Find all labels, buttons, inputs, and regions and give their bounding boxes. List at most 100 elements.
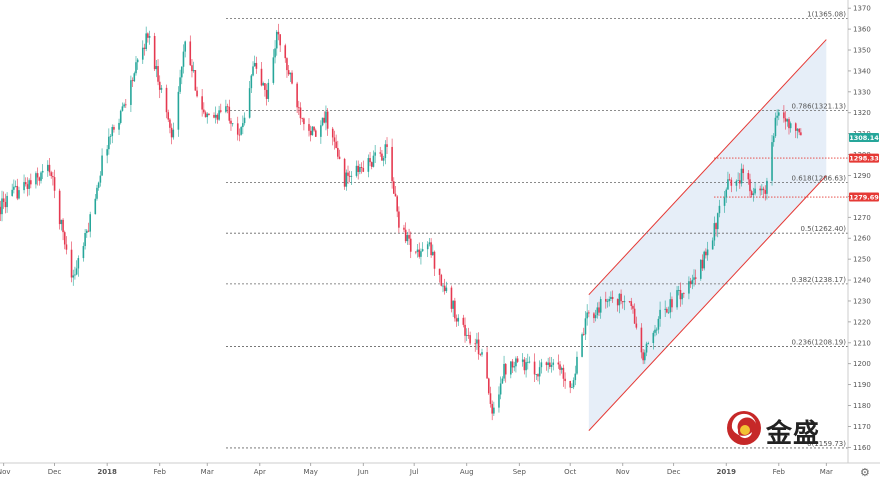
candle-body xyxy=(467,334,470,336)
candle-body xyxy=(303,118,305,125)
candle-body xyxy=(677,290,680,291)
candle-body xyxy=(155,66,158,70)
candle-body xyxy=(521,359,524,362)
candle-body xyxy=(272,57,275,83)
candle-body xyxy=(761,188,763,191)
candle-body xyxy=(464,324,466,336)
candle-body xyxy=(511,361,514,368)
candle-body xyxy=(415,251,417,253)
settings-gear-icon[interactable]: ⚙ xyxy=(860,467,870,479)
candle-body xyxy=(216,114,219,120)
candle-body xyxy=(201,96,203,110)
candle-body xyxy=(730,179,733,186)
x-tick-label: Aug xyxy=(460,468,474,476)
y-tick-label: 1220 xyxy=(853,318,871,326)
candle-body xyxy=(111,127,114,137)
candle-body xyxy=(588,312,590,314)
candle-body xyxy=(671,299,673,308)
y-tick-label: 1250 xyxy=(853,256,871,264)
candle-body xyxy=(450,287,453,309)
candle-body xyxy=(262,83,264,86)
candle-body xyxy=(683,293,685,295)
candle-body xyxy=(355,165,358,176)
candle-body xyxy=(735,180,738,186)
fib-level-label: 1(1365.08) xyxy=(807,10,846,18)
candle-body xyxy=(314,130,317,137)
x-tick-label: Oct xyxy=(564,468,576,476)
candle-body xyxy=(26,184,29,189)
candle-body xyxy=(608,298,611,302)
candle-body xyxy=(30,180,32,185)
candle-body xyxy=(632,306,634,309)
candle-body xyxy=(108,136,110,150)
candle-body xyxy=(228,106,231,121)
candle-body xyxy=(557,362,560,365)
candle-body xyxy=(65,244,68,250)
candle-body xyxy=(535,374,538,375)
candle-body xyxy=(184,41,186,52)
candle-body xyxy=(299,107,302,119)
candle-body xyxy=(540,362,543,368)
candle-body xyxy=(169,119,171,128)
candle-body xyxy=(347,172,349,176)
candle-body xyxy=(203,109,205,113)
candle-body xyxy=(14,185,17,187)
candle-body xyxy=(584,318,587,335)
candle-body xyxy=(533,361,536,375)
candle-body xyxy=(454,300,456,319)
candle-body xyxy=(396,196,398,212)
y-tick-label: 1320 xyxy=(853,109,871,117)
candle-body xyxy=(298,107,300,109)
candle-body xyxy=(644,352,646,361)
candle-body xyxy=(676,290,678,308)
candle-body xyxy=(727,179,729,190)
candle-body xyxy=(196,90,198,97)
candle-body xyxy=(165,87,168,113)
candle-body xyxy=(136,59,139,63)
candle-body xyxy=(669,299,672,313)
candle-body xyxy=(705,251,707,256)
candle-body xyxy=(552,362,555,365)
y-tick-label: 1160 xyxy=(853,444,871,452)
candle-body xyxy=(715,223,717,230)
candle-body xyxy=(381,153,383,161)
candle-body xyxy=(109,136,112,137)
candle-body xyxy=(40,172,42,181)
candle-body xyxy=(236,123,239,135)
candle-body xyxy=(101,155,103,176)
candle-body xyxy=(620,293,622,302)
candle-body xyxy=(348,175,351,177)
candle-body xyxy=(16,185,19,199)
candle-body xyxy=(403,227,405,230)
candle-body xyxy=(170,127,173,138)
price-tag-label: 1308.14 xyxy=(849,134,879,142)
candle-body xyxy=(86,230,88,233)
price-tag-label: 1279.69 xyxy=(849,193,879,201)
candle-body xyxy=(581,334,583,357)
candle-body xyxy=(462,317,465,325)
candle-body xyxy=(474,343,477,345)
candle-body xyxy=(118,122,120,130)
candle-body xyxy=(359,166,361,172)
price-tag-box xyxy=(849,192,879,202)
candle-body xyxy=(58,190,61,225)
y-axis: 1160 1170 1180 1190 1200 1210 1220 1230 1240 1250… xyxy=(847,0,871,463)
candle-body xyxy=(48,164,51,173)
candle-body xyxy=(504,363,507,375)
candle-body xyxy=(384,144,387,159)
candle-body xyxy=(528,361,531,363)
candle-body xyxy=(778,112,780,116)
candle-body xyxy=(569,381,571,388)
candle-body xyxy=(180,66,183,78)
candle-body xyxy=(1,198,3,215)
x-tick-label: Dec xyxy=(48,468,62,476)
candle-body xyxy=(309,130,312,136)
candle-body xyxy=(41,170,44,173)
candle-body xyxy=(119,110,122,123)
candle-body xyxy=(642,352,644,361)
price-tags-layer: 1308.14 1298.33 1279.69 xyxy=(849,133,879,202)
candle-body xyxy=(135,62,137,74)
candle-body xyxy=(716,213,719,230)
